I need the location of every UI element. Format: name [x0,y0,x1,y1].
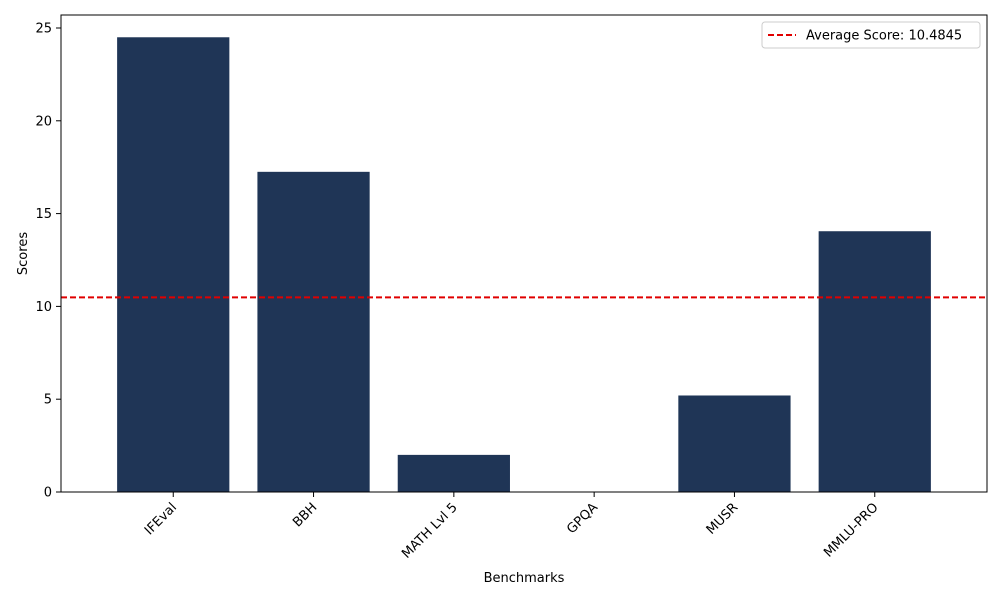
y-tick-label: 0 [44,486,52,501]
bars-layer [117,37,931,493]
y-tick-label: 25 [35,21,52,36]
bar-musr [678,395,791,492]
x-tick-label-math-lvl-5: MATH Lvl 5 [399,500,460,561]
axes-layer [60,14,988,493]
x-tick-label-gpqa: GPQA [564,500,601,537]
bar-mmlu-pro [818,231,931,493]
plot-frame [60,14,988,493]
x-axis-label: Benchmarks [484,571,565,586]
legend-box [761,21,981,49]
x-tick-label-mmlu-pro: MMLU-PRO [821,500,881,560]
x-tick-label-bbh: BBH [290,500,320,530]
y-axis-label: Scores [16,232,31,275]
x-tick-label-musr: MUSR [704,500,741,537]
y-tick-label: 10 [35,300,52,315]
bar-ifeval [117,37,230,493]
y-tick-label: 5 [44,393,52,408]
legend-entry-average-score: Average Score: 10.4845 [806,29,962,44]
x-tick-label-ifeval: IFEval [142,500,180,538]
bar-math-lvl-5 [397,454,510,492]
bar-bbh [257,171,370,492]
y-tick-label: 20 [35,114,52,129]
y-tick-label: 15 [35,207,52,222]
legend: Average Score: 10.4845 [761,21,981,49]
